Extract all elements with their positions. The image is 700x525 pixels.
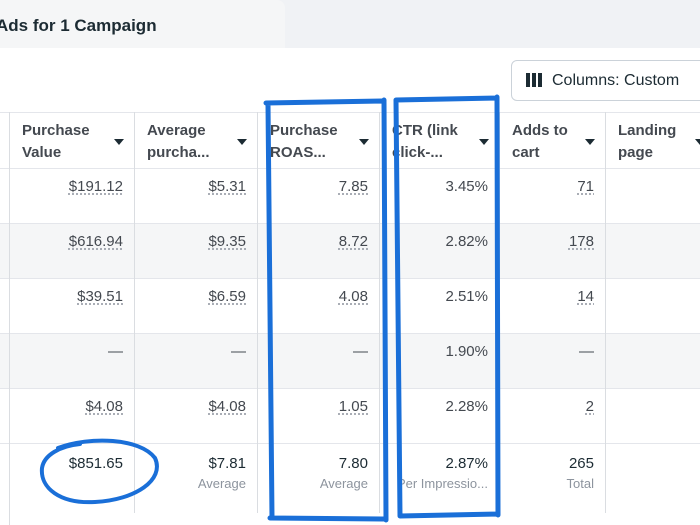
table-cell: $39.51: [10, 278, 135, 333]
table-cell: $6.59: [135, 278, 258, 333]
stub-column: [0, 112, 10, 525]
table-cell: $616.94: [10, 223, 135, 278]
table-cell: $5.31: [135, 168, 258, 223]
header-label: Purchase Value: [22, 122, 90, 161]
cell-value[interactable]: —: [108, 343, 123, 360]
table-cell: 178: [500, 223, 606, 278]
cell-value[interactable]: 178: [568, 233, 594, 250]
column-header[interactable]: Purchase ROAS...: [258, 112, 380, 168]
total-cell: [606, 443, 700, 513]
total-note: Average: [197, 476, 246, 491]
total-value: 2.87%: [445, 455, 488, 472]
cell-value[interactable]: $39.51: [77, 288, 123, 305]
sort-arrow: [237, 139, 247, 145]
table-cell: 1.05: [258, 388, 380, 443]
cell-value[interactable]: —: [353, 343, 368, 360]
table-cell: 4.08: [258, 278, 380, 333]
sort-arrow: [479, 139, 489, 145]
table-cell: 2.51%: [380, 278, 500, 333]
table-cell: 2.82%: [380, 223, 500, 278]
sort-arrow: [695, 139, 700, 145]
total-value: $851.65: [68, 455, 123, 472]
cell-value[interactable]: 1.90%: [445, 343, 488, 360]
campaign-tab[interactable]: Ads for 1 Campaign: [0, 0, 285, 50]
columns-label: Columns: Custom: [552, 72, 680, 89]
cell-value[interactable]: $9.35: [208, 233, 246, 250]
cell-value[interactable]: $6.59: [208, 288, 246, 305]
cell-value[interactable]: 71: [577, 178, 594, 195]
cell-value[interactable]: 8.72: [338, 233, 368, 250]
table-cell: 8.72: [258, 223, 380, 278]
table-cell: [606, 223, 700, 278]
total-cell: 2.87% Per Impressio...: [380, 443, 500, 513]
cell-value[interactable]: $4.08: [85, 398, 123, 415]
table-cell: $4.08: [10, 388, 135, 443]
header-label: CTR (link click-...: [392, 122, 458, 161]
cell-value[interactable]: 3.45%: [445, 178, 488, 195]
columns-icon: [526, 73, 542, 87]
table-cell: 7.85: [258, 168, 380, 223]
table-cell: —: [500, 333, 606, 388]
columns-button[interactable]: Columns: Custom: [511, 60, 700, 101]
total-value: 265: [568, 455, 594, 472]
total-note: Average: [319, 476, 368, 491]
cell-value[interactable]: 14: [577, 288, 594, 305]
cell-value[interactable]: 7.85: [338, 178, 368, 195]
cell-value[interactable]: $191.12: [68, 178, 123, 195]
cell-value[interactable]: $4.08: [208, 398, 246, 415]
column-header[interactable]: Average purcha...: [135, 112, 258, 168]
table-cell: —: [10, 333, 135, 388]
sort-arrow: [114, 139, 124, 145]
table-cell: [606, 278, 700, 333]
total-value: $7.81: [208, 455, 246, 472]
table-cell: 3.45%: [380, 168, 500, 223]
total-note: Total: [566, 476, 594, 491]
cell-value[interactable]: $616.94: [68, 233, 123, 250]
cell-value[interactable]: $5.31: [208, 178, 246, 195]
header-label: Adds to cart: [512, 122, 568, 161]
table-cell: $4.08: [135, 388, 258, 443]
header-label: Landing page views: [618, 122, 677, 168]
cell-value[interactable]: 4.08: [338, 288, 368, 305]
table-cell: 14: [500, 278, 606, 333]
cell-value[interactable]: —: [231, 343, 246, 360]
total-value: 7.80: [338, 455, 368, 472]
table-cell: $9.35: [135, 223, 258, 278]
table-cell: [606, 168, 700, 223]
table-cell: —: [258, 333, 380, 388]
cell-value[interactable]: 2.51%: [445, 288, 488, 305]
sort-arrow: [359, 139, 369, 145]
total-note: Per Impressio...: [396, 476, 488, 491]
tab-bar: Ads for 1 Campaign: [0, 0, 700, 50]
header-label: Average purcha...: [147, 122, 210, 161]
column-header[interactable]: Purchase Value: [10, 112, 135, 168]
cell-value[interactable]: 1.05: [338, 398, 368, 415]
cell-value[interactable]: 2.82%: [445, 233, 488, 250]
column-header[interactable]: Adds to cart: [500, 112, 606, 168]
table-cell: [606, 333, 700, 388]
table-cell: 2: [500, 388, 606, 443]
table-cell: [606, 388, 700, 443]
cell-value[interactable]: 2: [585, 398, 594, 415]
total-cell: 7.80 Average: [258, 443, 380, 513]
total-cell: 265 Total: [500, 443, 606, 513]
total-cell: $851.65: [10, 443, 135, 513]
table-cell: 2.28%: [380, 388, 500, 443]
table-cell: —: [135, 333, 258, 388]
column-header[interactable]: Landing page views: [606, 112, 700, 168]
header-label: Purchase ROAS...: [270, 122, 338, 161]
sort-arrow: [585, 139, 595, 145]
total-cell: $7.81 Average: [135, 443, 258, 513]
table-cell: $191.12: [10, 168, 135, 223]
cell-value[interactable]: —: [579, 343, 594, 360]
cell-value[interactable]: 2.28%: [445, 398, 488, 415]
column-header[interactable]: CTR (link click-...: [380, 112, 500, 168]
table-cell: 71: [500, 168, 606, 223]
table-cell: 1.90%: [380, 333, 500, 388]
